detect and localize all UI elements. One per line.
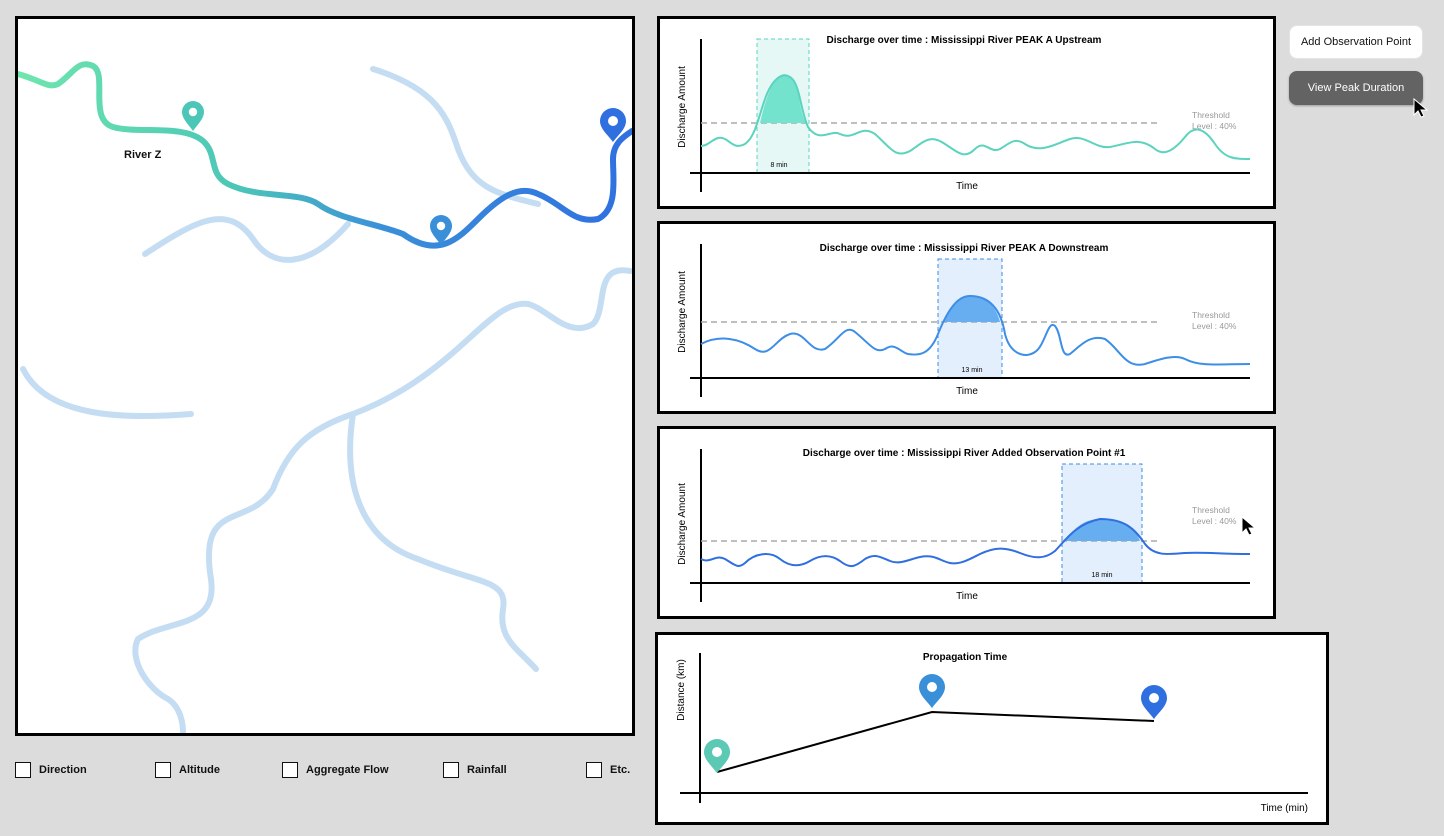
mid-location-marker[interactable] bbox=[430, 215, 452, 245]
tributary-main-south bbox=[132, 267, 632, 733]
checkbox[interactable] bbox=[282, 762, 298, 778]
view-peak-duration-button[interactable]: View Peak Duration bbox=[1289, 71, 1423, 105]
threshold-label-line-1: Threshold bbox=[1192, 505, 1230, 515]
discharge-series-line bbox=[700, 294, 1251, 366]
teal-point-marker bbox=[704, 739, 730, 773]
peak-duration-label: 13 min bbox=[961, 367, 982, 374]
y-axis-label: Discharge Amount bbox=[677, 271, 688, 353]
chart-2-canvas: Discharge over time : Mississippi River … bbox=[677, 243, 1251, 397]
threshold-label-line-2: Level : 40% bbox=[1192, 121, 1237, 131]
threshold-label-line-2: Level : 40% bbox=[1192, 321, 1237, 331]
checkbox[interactable] bbox=[15, 762, 31, 778]
filter-altitude[interactable]: Altitude bbox=[155, 762, 220, 778]
discharge-chart-upstream: Discharge over time : Mississippi River … bbox=[657, 16, 1276, 209]
filter-etc[interactable]: Etc. bbox=[586, 762, 630, 778]
teal-location-marker[interactable] bbox=[182, 97, 204, 131]
peak-duration-label: 18 min bbox=[1091, 572, 1112, 579]
checkbox[interactable] bbox=[586, 762, 602, 778]
tributaries bbox=[20, 66, 632, 733]
chart-title: Discharge over time : Mississippi River … bbox=[820, 243, 1109, 254]
x-axis-label: Time (min) bbox=[1261, 803, 1308, 814]
river-map-canvas[interactable] bbox=[18, 19, 632, 733]
propagation-canvas: Propagation Time Distance (km) Time (min… bbox=[676, 652, 1308, 814]
add-observation-point-button[interactable]: Add Observation Point bbox=[1289, 25, 1423, 59]
filter-label: Etc. bbox=[610, 764, 631, 776]
filter-direction[interactable]: Direction bbox=[15, 762, 87, 778]
tributary-west bbox=[142, 216, 351, 263]
discharge-series-line bbox=[700, 74, 1251, 160]
filter-label: Altitude bbox=[179, 764, 220, 776]
tributary-southwest bbox=[20, 366, 194, 420]
y-axis-label: Discharge Amount bbox=[677, 66, 688, 148]
discharge-chart-observation-point: Discharge over time : Mississippi River … bbox=[657, 426, 1276, 619]
x-axis-label: Time bbox=[956, 386, 978, 397]
propagation-line bbox=[716, 710, 1155, 773]
peak-area bbox=[760, 74, 806, 123]
threshold-label-line-1: Threshold bbox=[1192, 110, 1230, 120]
filter-label: Aggregate Flow bbox=[306, 764, 389, 776]
chart-1-canvas: Discharge over time : Mississippi River … bbox=[677, 35, 1251, 192]
river-z-label: River Z bbox=[124, 149, 162, 161]
filter-rainfall[interactable]: Rainfall bbox=[443, 762, 507, 778]
threshold-label-line-1: Threshold bbox=[1192, 310, 1230, 320]
filter-label: Direction bbox=[39, 764, 87, 776]
blue-location-marker[interactable] bbox=[600, 108, 626, 142]
peak-duration-label: 8 min bbox=[770, 162, 787, 169]
discharge-series-line bbox=[700, 517, 1251, 567]
chart-title: Discharge over time : Mississippi River … bbox=[827, 35, 1102, 46]
x-axis-label: Time bbox=[956, 591, 978, 602]
propagation-time-chart: Propagation Time Distance (km) Time (min… bbox=[655, 632, 1329, 825]
river-z-path[interactable] bbox=[18, 61, 632, 249]
checkbox[interactable] bbox=[155, 762, 171, 778]
discharge-chart-downstream: Discharge over time : Mississippi River … bbox=[657, 221, 1276, 414]
chart-title: Propagation Time bbox=[923, 652, 1008, 663]
y-axis-label: Discharge Amount bbox=[677, 483, 688, 565]
filter-aggregate-flow[interactable]: Aggregate Flow bbox=[282, 762, 389, 778]
tributary-southeast bbox=[347, 411, 539, 672]
blue-point-marker bbox=[1141, 685, 1167, 719]
mouse-cursor-icon bbox=[1241, 515, 1257, 536]
mouse-cursor-icon bbox=[1413, 97, 1429, 118]
x-axis-label: Time bbox=[956, 181, 978, 192]
threshold-label-line-2: Level : 40% bbox=[1192, 516, 1237, 526]
tributary-north bbox=[370, 66, 541, 207]
filter-label: Rainfall bbox=[467, 764, 507, 776]
checkbox[interactable] bbox=[443, 762, 459, 778]
chart-title: Discharge over time : Mississippi River … bbox=[803, 448, 1126, 459]
mid-point-marker bbox=[919, 674, 945, 708]
chart-3-canvas: Discharge over time : Mississippi River … bbox=[677, 448, 1251, 602]
y-axis-label: Distance (km) bbox=[676, 659, 687, 721]
river-map[interactable]: River Z bbox=[15, 16, 635, 736]
